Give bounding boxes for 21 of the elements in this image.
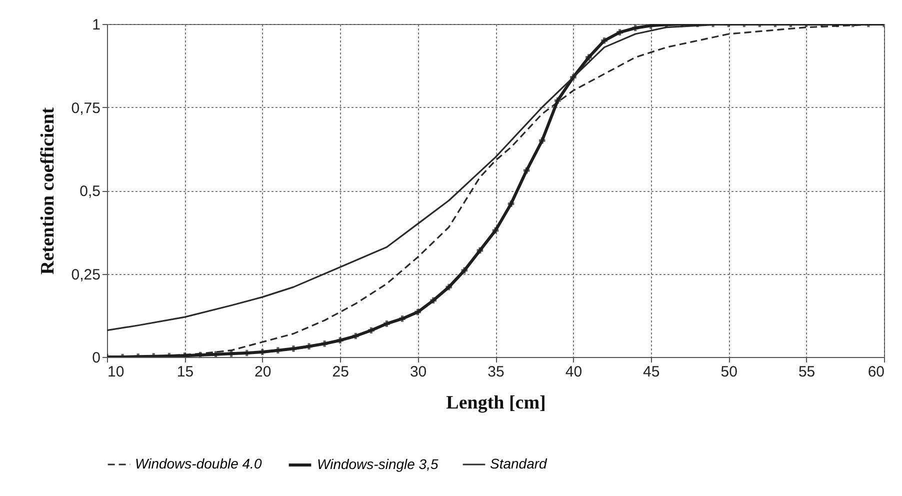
y-axis-title: Retention coefficient [37, 106, 58, 275]
x-tick-label: 10 [108, 364, 124, 380]
x-tick-label: 60 [868, 364, 884, 380]
x-tick-label: 25 [332, 364, 349, 380]
legend-label: Windows-double 4.0 [135, 456, 262, 472]
x-tick-label: 35 [488, 364, 504, 380]
y-tick-label: 0 [92, 350, 100, 366]
legend-label: Standard [490, 456, 548, 472]
y-tick-label: 0,25 [71, 266, 100, 284]
x-tick-label: 15 [176, 364, 194, 380]
x-tick-label: 30 [410, 364, 427, 380]
x-tick-label: 40 [565, 364, 582, 380]
y-tick-label: 0,75 [71, 100, 100, 117]
x-tick-label: 50 [720, 364, 738, 380]
x-axis-title: Length [cm] [446, 392, 546, 414]
y-tick-label: 0,5 [80, 183, 100, 200]
x-tick-label: 45 [643, 364, 660, 380]
x-tick-label: 20 [254, 364, 272, 380]
y-tick-label: 1 [92, 16, 100, 34]
x-tick-label: 55 [798, 364, 816, 380]
legend-label: Windows-single 3,5 [317, 456, 438, 472]
